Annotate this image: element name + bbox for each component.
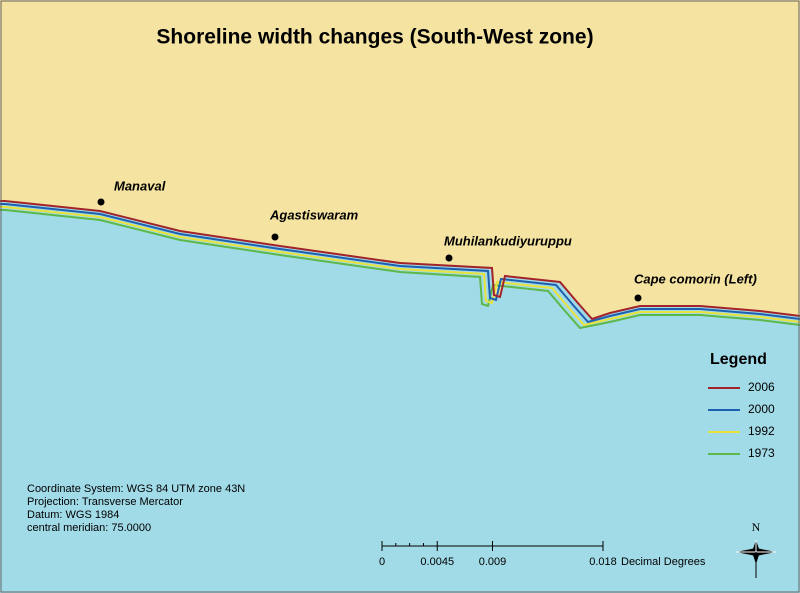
place-label: Cape comorin (Left)	[634, 271, 757, 286]
legend-title: Legend	[710, 351, 767, 368]
info-text: central meridian: 75.0000	[27, 522, 151, 534]
info-text: Coordinate System: WGS 84 UTM zone 43N	[27, 483, 245, 495]
place-dot	[445, 254, 453, 262]
land	[0, 0, 800, 319]
scale-tick-label: 0	[379, 556, 385, 568]
legend-label: 1992	[748, 424, 775, 438]
info-text: Projection: Transverse Mercator	[27, 496, 183, 508]
scale-tick-label: 0.018	[589, 556, 617, 568]
place-label: Manaval	[114, 178, 166, 193]
place-dot	[271, 233, 279, 241]
info-text: Datum: WGS 1984	[27, 509, 119, 521]
place-label: Muhilankudiyuruppu	[444, 233, 572, 248]
place-label: Agastiswaram	[269, 207, 359, 222]
place-dot	[634, 294, 642, 302]
place-dot	[97, 198, 105, 206]
legend-label: 2006	[748, 380, 775, 394]
map-title: Shoreline width changes (South-West zone…	[156, 26, 593, 49]
scale-tick-label: 0.0045	[420, 556, 454, 568]
legend-label: 1973	[748, 446, 775, 460]
scale-tick-label: 0.009	[479, 556, 507, 568]
scale-unit: Decimal Degrees	[621, 556, 706, 568]
north-arrow	[736, 540, 776, 578]
legend-label: 2000	[748, 402, 775, 416]
north-label: N	[752, 520, 761, 534]
shoreline	[0, 200, 800, 321]
shoreline	[0, 203, 800, 324]
